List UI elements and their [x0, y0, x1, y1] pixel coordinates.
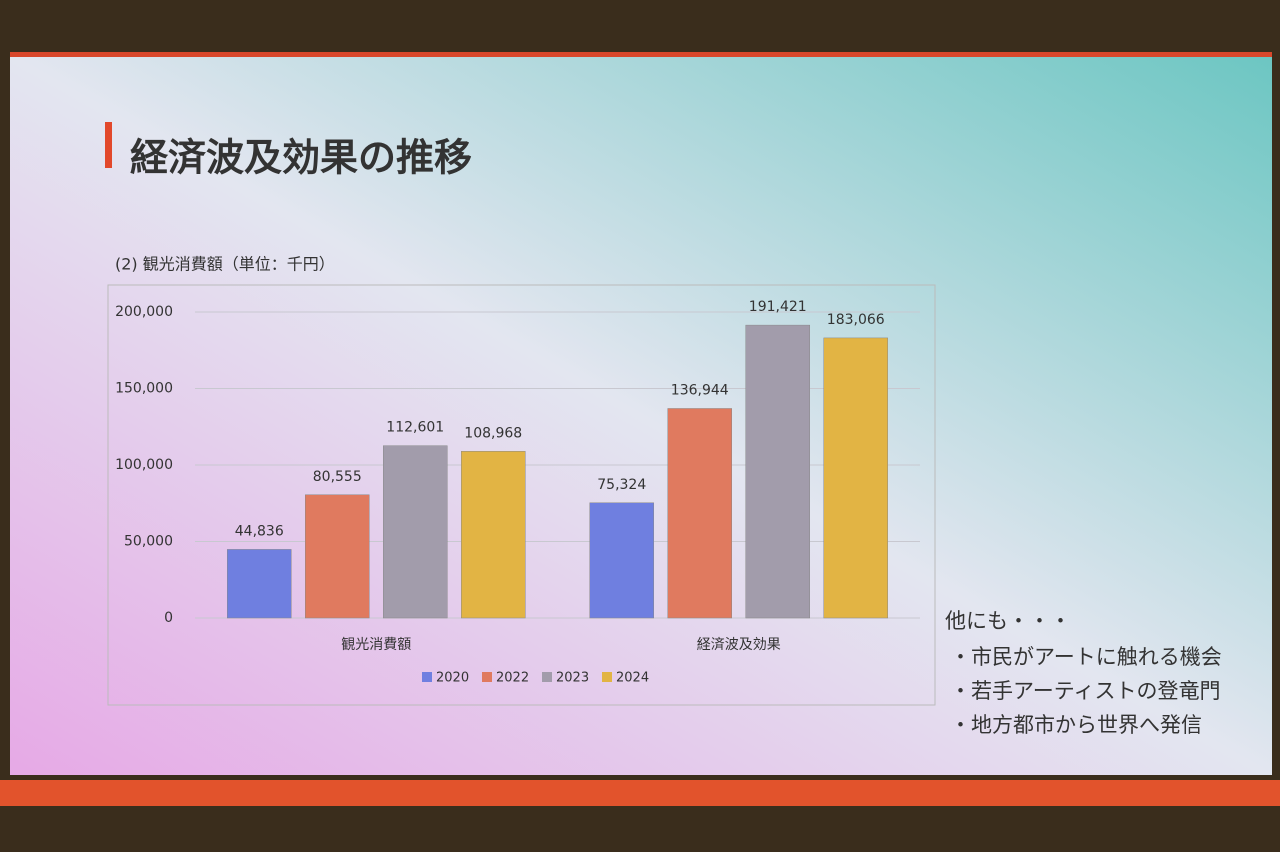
slide-bottom-band	[0, 780, 1280, 806]
y-tick-label: 150,000	[115, 381, 173, 397]
legend-swatch	[602, 672, 612, 682]
bar	[305, 494, 370, 619]
slide-top-band	[10, 52, 1272, 57]
bar	[461, 451, 526, 619]
bar	[227, 549, 292, 619]
legend-label: 2023	[556, 671, 589, 686]
legend-swatch	[422, 672, 432, 682]
value-label: 80,555	[313, 469, 362, 485]
bar	[745, 324, 810, 619]
bar	[667, 408, 732, 619]
slide	[10, 55, 1272, 775]
bar	[823, 337, 888, 619]
bar	[589, 502, 654, 619]
note-item: ・市民がアートに触れる機会	[950, 645, 1222, 669]
legend-swatch	[482, 672, 492, 682]
note-item: ・若手アーティストの登竜門	[950, 679, 1220, 703]
notes-heading: 他にも・・・	[945, 609, 1071, 633]
legend-label: 2024	[616, 671, 649, 686]
slide-title: 経済波及効果の推移	[130, 136, 472, 180]
y-tick-label: 200,000	[115, 304, 173, 320]
value-label: 191,421	[749, 299, 807, 315]
value-label: 75,324	[597, 477, 646, 493]
legend-label: 2020	[436, 671, 469, 686]
note-item: ・地方都市から世界へ発信	[950, 713, 1202, 737]
chart-frame	[107, 284, 936, 706]
y-tick-label: 50,000	[124, 534, 173, 550]
title-marker	[105, 122, 112, 168]
legend-label: 2022	[496, 671, 529, 686]
value-label: 136,944	[671, 382, 729, 398]
legend-swatch	[542, 672, 552, 682]
bar	[383, 445, 448, 619]
chart-title: (2) 観光消費額（単位：千円）	[115, 255, 335, 274]
x-tick-label: 観光消費額	[341, 636, 411, 653]
y-tick-label: 100,000	[115, 457, 173, 473]
value-label: 112,601	[386, 420, 444, 436]
x-tick-label: 経済波及効果	[697, 637, 781, 653]
value-label: 108,968	[464, 425, 522, 441]
value-label: 183,066	[827, 312, 885, 328]
value-label: 44,836	[235, 523, 284, 539]
y-tick-label: 0	[164, 610, 173, 626]
